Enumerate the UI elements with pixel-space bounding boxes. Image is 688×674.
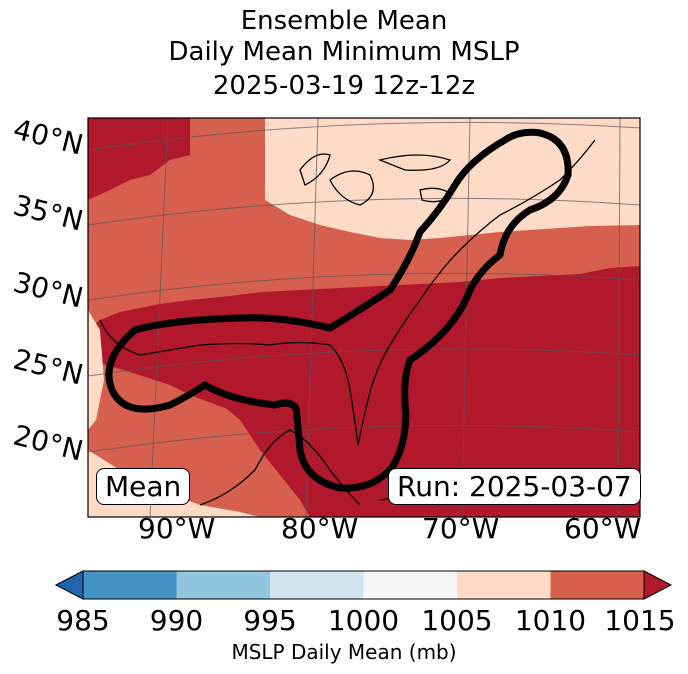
colorbar-tick-985: 985 [56, 604, 110, 637]
colorbar-tick-990: 990 [149, 604, 204, 637]
coastlines [99, 139, 596, 506]
mean-label-box: Mean [96, 468, 191, 505]
colorbar [54, 570, 673, 600]
colorbar-bin-990-995 [176, 571, 270, 599]
run-date-box: Run: 2025-03-07 [388, 468, 641, 505]
colorbar-tick-1000: 1000 [327, 604, 400, 637]
colorbar-bin-985-990 [83, 571, 177, 599]
colorbar-extend-high [643, 570, 673, 600]
title-line-3: 2025-03-19 12z-12z [212, 71, 476, 101]
title-line-2: Daily Mean Minimum MSLP [168, 37, 520, 67]
ensemble-contour [105, 128, 572, 492]
map-field [88, 118, 640, 517]
colorbar-label: MSLP Daily Mean (mb) [231, 640, 457, 664]
pressure-1005-region-west [88, 310, 104, 430]
title-line-1: Ensemble Mean [240, 6, 448, 36]
colorbar-frame [82, 570, 645, 600]
colorbar-bin-1010-1015 [550, 571, 644, 599]
colorbar-extend-low [54, 570, 84, 600]
colorbar-tick-1005: 1005 [421, 604, 493, 637]
colorbar-bin-1005-1010 [457, 571, 551, 599]
colorbar-tick-1010: 1010 [514, 604, 587, 637]
colorbar-bin-1000-1005 [363, 571, 457, 599]
map-frame [87, 117, 641, 518]
lon-label-60w: 60°W [564, 512, 642, 545]
pressure-1005-region [265, 118, 640, 240]
lon-label-70w: 70°W [422, 512, 500, 545]
colorbar-tick-995: 995 [243, 604, 297, 637]
lon-label-80w: 80°W [281, 512, 359, 545]
colorbar-tick-1015: 1015 [604, 604, 676, 637]
lon-label-90w: 90°W [138, 512, 216, 545]
colorbar-bin-995-1000 [270, 571, 364, 599]
